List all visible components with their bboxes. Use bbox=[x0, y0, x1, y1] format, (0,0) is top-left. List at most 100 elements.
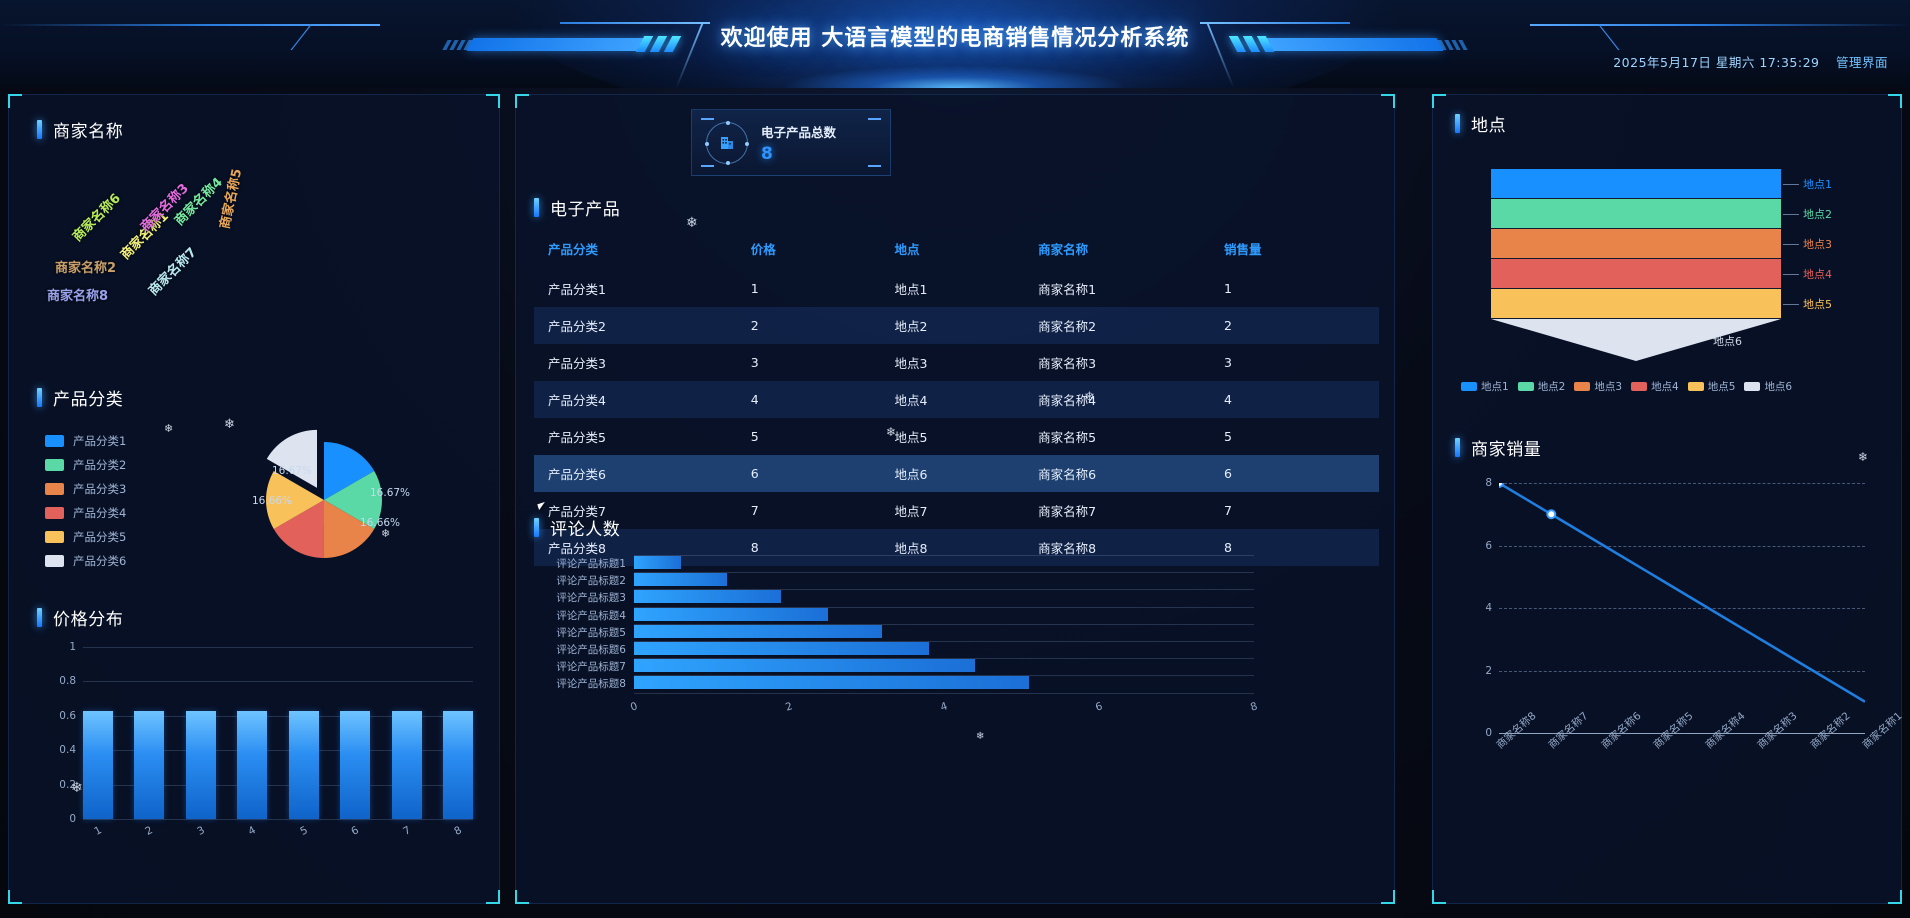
comment-bar-chart[interactable]: 评论产品标题1 评论产品标题2 评论产品标题3 评论产品标题4 评论产品标题5 评论产品标… bbox=[556, 555, 1254, 694]
pie-legend-item[interactable]: 产品分类6 bbox=[45, 553, 126, 569]
x-axis-tick: 商家名称1 bbox=[1860, 709, 1905, 752]
funnel-legend-item[interactable]: 地点3 bbox=[1574, 379, 1622, 394]
table-cell: 产品分类2 bbox=[548, 319, 606, 334]
wordcloud-word[interactable]: 商家名称6 bbox=[70, 191, 124, 245]
funnel-legend-item[interactable]: 地点4 bbox=[1631, 379, 1679, 394]
comment-bar-row[interactable]: 评论产品标题8 bbox=[556, 675, 1254, 692]
funnel-segment[interactable] bbox=[1491, 169, 1781, 199]
line-path[interactable] bbox=[1499, 483, 1865, 703]
comment-bar[interactable] bbox=[634, 590, 782, 604]
comment-bar-row[interactable]: 评论产品标题2 bbox=[556, 572, 1254, 589]
comment-bar-row[interactable]: 评论产品标题6 bbox=[556, 640, 1254, 658]
comment-bar-row[interactable]: 评论产品标题1 bbox=[556, 555, 1254, 572]
comment-bar[interactable] bbox=[634, 659, 975, 673]
products-table[interactable]: 产品分类 价格 地点 商家名称 销售量 产品分类1 1 地点1 商家名称1 1 产品分类2 2 地点2… bbox=[534, 234, 1379, 566]
admin-panel-link[interactable]: 管理界面 bbox=[1835, 55, 1888, 70]
table-body[interactable]: 产品分类1 1 地点1 商家名称1 1 产品分类2 2 地点2 商家名称2 2 产品分类3 3 地点3 商… bbox=[534, 270, 1379, 566]
comment-bar-row[interactable]: 评论产品标题5 bbox=[556, 623, 1254, 641]
table-row[interactable]: 产品分类5 5 地点5 商家名称5 5 bbox=[534, 418, 1379, 455]
wordcloud-word[interactable]: 商家名称7 bbox=[146, 245, 200, 299]
gridline bbox=[634, 675, 1254, 677]
table-column-header[interactable]: 商家名称 bbox=[1038, 242, 1089, 257]
card-label: 电子产品总数 bbox=[761, 124, 837, 140]
pie-slice[interactable] bbox=[323, 500, 375, 558]
x-axis-tick: 6 bbox=[349, 824, 361, 838]
title-accent-bar bbox=[1455, 438, 1460, 457]
pie-legend-item[interactable]: 产品分类4 bbox=[45, 505, 126, 521]
comment-bar-row[interactable]: 评论产品标题3 bbox=[556, 589, 1254, 606]
funnel-segment[interactable] bbox=[1491, 259, 1781, 289]
comment-bar[interactable] bbox=[634, 573, 727, 587]
table-row[interactable]: 产品分类4 4 地点4 商家名称4 4 bbox=[534, 381, 1379, 418]
comment-bar[interactable] bbox=[634, 607, 828, 621]
funnel-tip[interactable] bbox=[1491, 319, 1781, 361]
page-header: 欢迎使用 大语言模型的电商销售情况分析系统 2025年5月17日 星期六 17:… bbox=[0, 0, 1910, 88]
x-axis-tick: 7 bbox=[400, 824, 413, 838]
line-data-point[interactable] bbox=[1499, 483, 1504, 488]
total-products-card[interactable]: 电子产品总数 8 bbox=[691, 109, 891, 176]
table-row[interactable]: 产品分类6 6 地点6 商家名称6 6 bbox=[534, 455, 1379, 492]
table-cell: 1 bbox=[1223, 281, 1232, 296]
funnel-legend-item[interactable]: 地点6 bbox=[1744, 379, 1792, 394]
comment-bar[interactable] bbox=[634, 676, 1030, 690]
table-column-header[interactable]: 价格 bbox=[750, 242, 776, 257]
funnel-segment[interactable] bbox=[1491, 199, 1781, 229]
wordcloud-word[interactable]: 商家名称5 bbox=[217, 167, 246, 231]
bar[interactable] bbox=[288, 710, 319, 819]
table-column-header[interactable]: 销售量 bbox=[1223, 242, 1262, 257]
bar[interactable] bbox=[442, 710, 473, 819]
pie-slice[interactable] bbox=[266, 470, 324, 529]
pie-slice[interactable] bbox=[324, 471, 382, 530]
price-bar-chart[interactable]: 0 0.2 0.4 0.6 0.8 1 bbox=[59, 641, 473, 825]
table-column-header[interactable]: 地点 bbox=[894, 242, 920, 257]
table-column-header[interactable]: 产品分类 bbox=[548, 242, 599, 257]
wordcloud-canvas[interactable]: 商家名称6 商家名称2 商家名称8 商家名称1 商家名称3 商家名称7 商家名称4 商家名称5 bbox=[37, 145, 477, 365]
funnel-legend[interactable]: 地点1 地点2 地点3 地点4 地点5 地点6 bbox=[1461, 379, 1792, 394]
price-title: 价格分布 bbox=[37, 605, 482, 630]
funnel-legend-item[interactable]: 地点2 bbox=[1517, 379, 1565, 394]
pie-legend-item[interactable]: 产品分类1 bbox=[45, 433, 126, 449]
funnel-segment[interactable] bbox=[1491, 289, 1781, 319]
pie-value-label: 16.67% bbox=[272, 465, 313, 477]
funnel-legend-item[interactable]: 地点5 bbox=[1687, 379, 1735, 394]
funnel-segment[interactable] bbox=[1491, 229, 1781, 259]
pie-slice[interactable] bbox=[266, 429, 318, 488]
bar[interactable] bbox=[134, 710, 165, 819]
funnel-chart[interactable]: 地点1 地点2 地点3 地点4 地点5 地点6 bbox=[1491, 169, 1832, 361]
bar[interactable] bbox=[340, 710, 371, 819]
comment-bar[interactable] bbox=[634, 641, 929, 655]
pie-legend-item[interactable]: 产品分类2 bbox=[45, 457, 126, 473]
comment-bar-row[interactable]: 评论产品标题4 bbox=[556, 606, 1254, 624]
table-row[interactable]: 产品分类3 3 地点3 商家名称3 3 bbox=[534, 344, 1379, 381]
bar[interactable] bbox=[391, 710, 422, 819]
table-cell: 2 bbox=[1223, 318, 1232, 333]
price-x-axis: 1 2 3 4 5 6 7 8 bbox=[83, 824, 473, 838]
title-accent-bar bbox=[534, 198, 539, 217]
pie-slice[interactable] bbox=[324, 442, 375, 500]
gridline bbox=[634, 693, 1254, 694]
wordcloud-word[interactable]: 商家名称2 bbox=[55, 261, 117, 276]
x-axis-tick: 6 bbox=[1093, 700, 1105, 714]
gridline bbox=[83, 784, 473, 786]
wordcloud-word[interactable]: 商家名称8 bbox=[47, 289, 109, 304]
table-cell: 产品分类7 bbox=[548, 504, 606, 519]
comment-bar-label: 评论产品标题7 bbox=[556, 661, 626, 674]
line-data-point[interactable] bbox=[1546, 509, 1557, 520]
pie-legend[interactable]: 产品分类1 产品分类2 产品分类3 产品分类4 产品分类5 产品分类6 bbox=[45, 433, 126, 577]
table-row[interactable]: 产品分类1 1 地点1 商家名称1 1 bbox=[534, 270, 1379, 307]
funnel-legend-item[interactable]: 地点1 bbox=[1461, 379, 1509, 394]
bar[interactable] bbox=[83, 710, 113, 819]
pie-chart[interactable]: 16.67% 16.67% 16.66% 16.66% bbox=[212, 425, 432, 575]
table-row[interactable]: 产品分类2 2 地点2 商家名称2 2 bbox=[534, 307, 1379, 344]
line-chart[interactable]: 0 2 4 6 8 商家名称8 商家名称7 商家名称6 商家名称5 商家名称4 商家名称3 商家名称2… bbox=[1485, 477, 1904, 751]
table-row[interactable]: 产品分类7 7 地点7 商家名称7 7 bbox=[534, 492, 1379, 529]
bar[interactable] bbox=[237, 710, 268, 819]
comment-bar[interactable] bbox=[634, 624, 882, 638]
table-cell: 产品分类4 bbox=[548, 393, 606, 408]
pie-slice[interactable] bbox=[273, 500, 324, 558]
comment-bar[interactable] bbox=[634, 556, 681, 569]
pie-legend-item[interactable]: 产品分类3 bbox=[45, 481, 126, 497]
comment-bar-row[interactable]: 评论产品标题7 bbox=[556, 658, 1254, 675]
pie-legend-item[interactable]: 产品分类5 bbox=[45, 529, 126, 545]
bar[interactable] bbox=[185, 710, 216, 819]
